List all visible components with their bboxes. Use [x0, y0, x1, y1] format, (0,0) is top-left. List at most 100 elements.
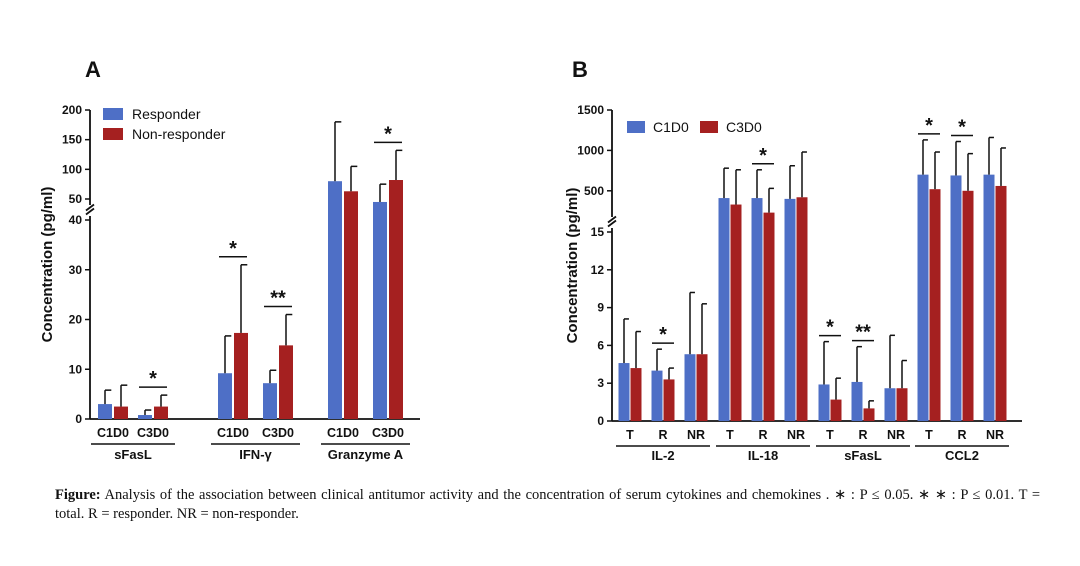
bar-responder-IFN-γ-C1D0	[218, 373, 232, 419]
bar-c1d0-IL-18-T	[718, 198, 730, 421]
panel-b-y-tick-label: 1500	[577, 103, 604, 117]
bar-non-responder-Granzyme A-C3D0	[389, 180, 403, 419]
x-tick-label-T: T	[826, 428, 834, 442]
x-tick-label-NR: NR	[986, 428, 1004, 442]
bar-non-responder-Granzyme A-C1D0	[344, 191, 358, 419]
group-label-sFasL: sFasL	[844, 448, 882, 463]
significance-Granzyme A: *	[384, 123, 392, 145]
bar-c1d0-CCL2-NR	[983, 174, 995, 421]
x-tick-label-T: T	[925, 428, 933, 442]
legend-swatch-c1d0	[627, 121, 645, 133]
bar-c1d0-CCL2-T	[917, 174, 929, 421]
x-tick-label-R: R	[758, 428, 767, 442]
legend-swatch-non-responder	[103, 128, 123, 140]
bar-responder-IFN-γ-C3D0	[263, 383, 277, 419]
panel-b-axis-break-mark	[607, 215, 617, 224]
bar-c3d0-CCL2-R	[962, 190, 974, 421]
bar-c3d0-CCL2-NR	[995, 185, 1007, 421]
x-tick-label-C3D0: C3D0	[262, 426, 294, 440]
panel-a-y-tick-label: 20	[69, 313, 83, 327]
panel-b-y-tick-label: 9	[597, 301, 604, 315]
figure-caption: Figure: Analysis of the association betw…	[55, 486, 1040, 524]
bar-c3d0-CCL2-T	[929, 189, 941, 421]
panel-b-y-tick-label: 15	[591, 225, 605, 239]
panel-b-label: B	[572, 57, 588, 82]
x-tick-label-T: T	[626, 428, 634, 442]
bar-c1d0-sFasL-T	[818, 384, 830, 421]
bar-c1d0-IL-2-T	[618, 363, 630, 421]
group-label-sFasL: sFasL	[114, 447, 152, 462]
x-tick-label-R: R	[957, 428, 966, 442]
x-tick-label-C3D0: C3D0	[372, 426, 404, 440]
bar-responder-Granzyme A-C1D0	[328, 181, 342, 419]
significance-CCL2: *	[925, 115, 933, 137]
panel-a-y-tick-label: 200	[62, 103, 82, 117]
bar-c3d0-sFasL-R	[863, 408, 875, 421]
bar-c3d0-IL-2-NR	[696, 354, 708, 421]
panel-b-y-tick-label: 500	[584, 184, 604, 198]
bar-c3d0-IL-18-NR	[796, 197, 808, 421]
group-label-IL-18: IL-18	[748, 448, 778, 463]
x-tick-label-C3D0: C3D0	[137, 426, 169, 440]
caption-text: Analysis of the association between clin…	[55, 487, 1041, 522]
significance-sFasL: *	[149, 368, 157, 390]
bar-responder-sFasL-C3D0	[138, 415, 152, 419]
significance-IL-18: *	[759, 145, 767, 167]
bar-c1d0-IL-18-NR	[784, 198, 796, 421]
legend-label-c1d0: C1D0	[653, 119, 689, 135]
x-tick-label-C1D0: C1D0	[327, 426, 359, 440]
panel-a-axis-break-mark	[85, 207, 95, 216]
panel-b-y-tick-label: 1000	[577, 143, 604, 157]
significance-IL-2: *	[659, 324, 667, 346]
panel-b-y-axis-label: Concentration (pg/ml)	[564, 188, 581, 344]
panel-b-y-tick-label: 3	[597, 376, 604, 390]
panel-a-axis-break-mark	[85, 203, 95, 212]
legend-swatch-c3d0	[700, 121, 718, 133]
bar-c3d0-IL-18-R	[763, 212, 775, 421]
bar-c1d0-CCL2-R	[950, 175, 962, 421]
x-tick-label-NR: NR	[787, 428, 805, 442]
panel-a-y-axis-label: Concentration (pg/ml)	[39, 187, 56, 343]
bar-c1d0-IL-18-R	[751, 198, 763, 421]
x-tick-label-C1D0: C1D0	[97, 426, 129, 440]
x-tick-label-NR: NR	[887, 428, 905, 442]
panel-a-y-tick-label: 10	[69, 362, 83, 376]
panel-a-y-tick-label: 0	[75, 412, 82, 426]
group-label-IFN-γ: IFN-γ	[239, 447, 272, 462]
panel-a-y-tick-label: 100	[62, 162, 82, 176]
bar-c1d0-sFasL-R	[851, 381, 863, 421]
group-label-IL-2: IL-2	[651, 448, 674, 463]
caption-label: Figure:	[55, 487, 101, 503]
x-tick-label-NR: NR	[687, 428, 705, 442]
significance-IFN-γ: **	[270, 288, 286, 310]
panel-a-y-tick-label: 50	[69, 192, 83, 206]
bar-c3d0-IL-2-R	[663, 379, 675, 421]
x-tick-label-T: T	[726, 428, 734, 442]
panel-a-y-tick-label: 150	[62, 133, 82, 147]
significance-IFN-γ: *	[229, 238, 237, 260]
bar-c3d0-sFasL-T	[830, 399, 842, 421]
legend-label-c3d0: C3D0	[726, 119, 762, 135]
bar-responder-Granzyme A-C3D0	[373, 201, 387, 419]
significance-CCL2: *	[958, 117, 966, 139]
significance-sFasL: **	[855, 322, 871, 344]
group-label-Granzyme A: Granzyme A	[328, 447, 404, 462]
panel-b-y-tick-label: 6	[597, 338, 604, 352]
panel-a-y-tick-label: 40	[69, 213, 83, 227]
bar-non-responder-IFN-γ-C3D0	[279, 345, 293, 419]
bar-non-responder-sFasL-C1D0	[114, 406, 128, 419]
x-tick-label-C1D0: C1D0	[217, 426, 249, 440]
bar-responder-sFasL-C1D0	[98, 404, 112, 419]
bar-c3d0-IL-2-T	[630, 368, 642, 421]
panel-b-y-tick-label: 0	[597, 414, 604, 428]
panel-a-y-tick-label: 30	[69, 263, 83, 277]
bar-c3d0-IL-18-T	[730, 204, 742, 421]
bar-c3d0-sFasL-NR	[896, 388, 908, 421]
panel-a-label: A	[85, 57, 101, 82]
bar-c1d0-sFasL-NR	[884, 388, 896, 421]
panel-b-axis-break-mark	[607, 219, 617, 228]
bar-c1d0-IL-2-R	[651, 370, 663, 421]
panel-b-y-tick-label: 12	[591, 263, 605, 277]
legend-label-non-responder: Non-responder	[132, 126, 226, 142]
